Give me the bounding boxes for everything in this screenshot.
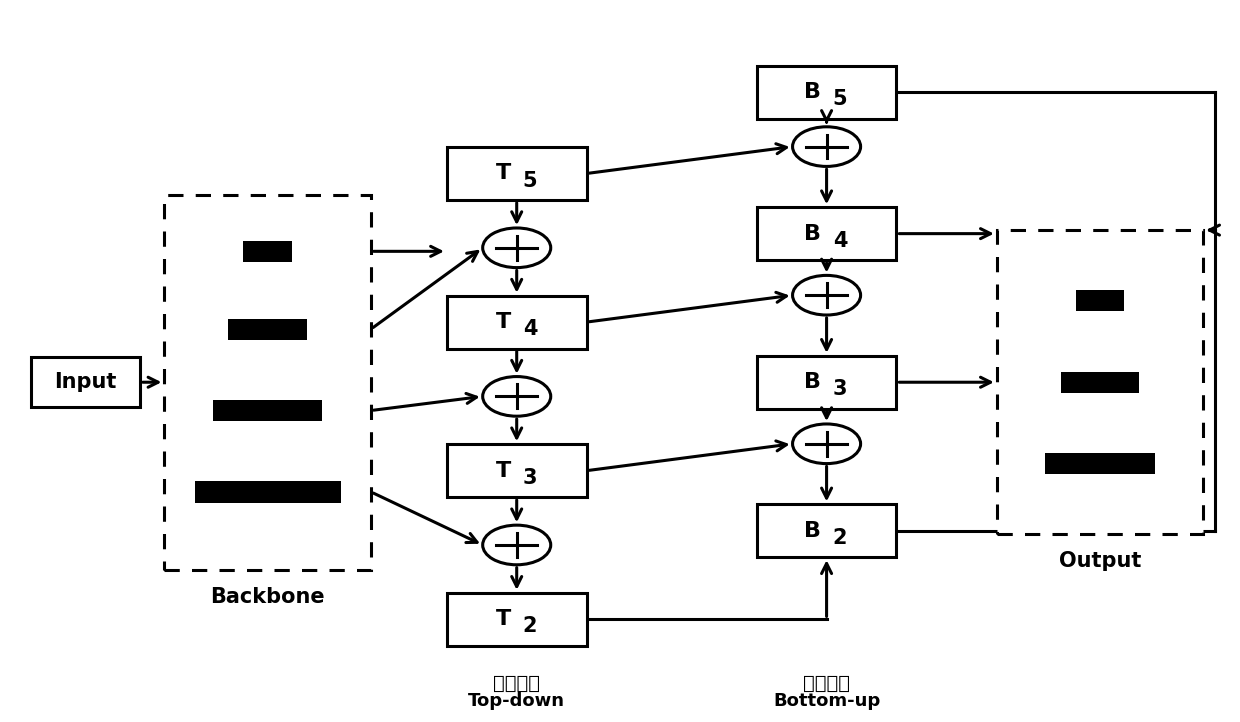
Bar [756, 207, 897, 260]
Bar [213, 400, 322, 421]
Bar [243, 240, 291, 262]
Bar [756, 504, 897, 557]
Text: T: T [496, 609, 511, 630]
Text: T: T [496, 312, 511, 332]
Bar [1075, 290, 1125, 311]
Text: B: B [804, 373, 821, 392]
Circle shape [792, 275, 861, 315]
Bar [228, 318, 308, 340]
Text: 4: 4 [832, 231, 847, 251]
Text: T: T [496, 461, 511, 481]
Circle shape [792, 127, 861, 167]
Text: 2: 2 [832, 528, 847, 548]
Bar [446, 147, 587, 200]
Bar [446, 593, 587, 645]
Text: 3: 3 [523, 468, 537, 488]
Bar [446, 295, 587, 349]
Text: 自底向上: 自底向上 [804, 674, 851, 692]
Bar [446, 444, 587, 497]
Circle shape [482, 525, 551, 565]
Text: 2: 2 [523, 617, 537, 636]
Bar [756, 356, 897, 409]
Text: 5: 5 [523, 170, 537, 191]
Text: B: B [804, 82, 821, 102]
Text: Top-down: Top-down [469, 692, 565, 710]
Bar [1060, 372, 1140, 393]
Circle shape [482, 228, 551, 268]
Circle shape [792, 424, 861, 464]
Bar [997, 230, 1203, 534]
Bar [31, 357, 140, 407]
Text: B: B [804, 521, 821, 541]
Bar [756, 66, 897, 118]
Text: Input: Input [55, 373, 117, 392]
Text: 自顶向下: 自顶向下 [494, 674, 541, 692]
Text: Bottom-up: Bottom-up [773, 692, 880, 710]
Text: 3: 3 [832, 379, 847, 399]
Text: Output: Output [1059, 551, 1141, 571]
Bar [195, 482, 341, 503]
Text: 5: 5 [832, 90, 847, 109]
Bar [1045, 453, 1154, 474]
Text: B: B [804, 224, 821, 243]
Bar [164, 195, 371, 570]
Text: 4: 4 [523, 319, 537, 339]
Circle shape [482, 377, 551, 416]
Text: Backbone: Backbone [211, 586, 325, 606]
Text: T: T [496, 163, 511, 183]
